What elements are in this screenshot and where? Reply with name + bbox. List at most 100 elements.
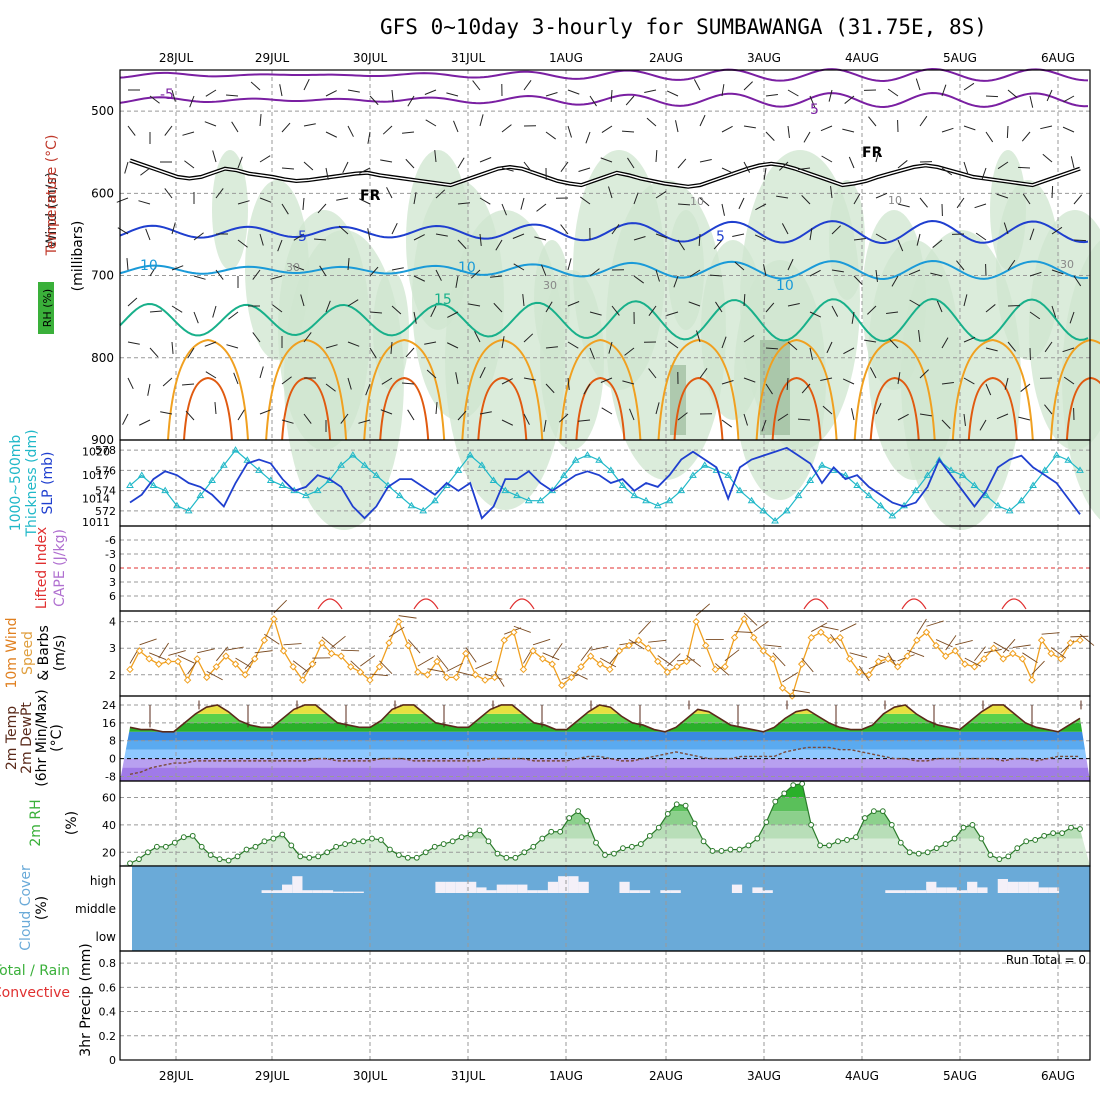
temp-contour-5 [119, 220, 1089, 244]
wind-speed-line [129, 617, 1081, 698]
thickness-point [630, 491, 639, 499]
wind-barb [436, 655, 449, 670]
wind-barb [666, 311, 679, 316]
rh-legend-swatch [38, 282, 54, 334]
wind-barb [252, 332, 261, 343]
wind-barb [1007, 259, 1016, 271]
rh-point [1077, 826, 1083, 832]
wind-barb [1003, 222, 1009, 235]
wind-barb [127, 377, 134, 390]
wind-barb [1051, 305, 1057, 318]
wind-barb [212, 150, 217, 163]
wind-barb [1029, 95, 1034, 108]
wind-barb [831, 305, 839, 317]
wind-barb [127, 297, 138, 307]
wind-barb [801, 383, 811, 394]
wind-speed-point [1028, 676, 1036, 684]
wind-barb [1051, 226, 1063, 235]
wind-barb [713, 239, 723, 250]
thickness-point [513, 491, 521, 499]
contour-label: 5 [298, 229, 307, 245]
wind-barb [985, 304, 996, 313]
wind-barb [822, 405, 833, 415]
wind-barb [677, 412, 688, 421]
slp-tick-label: 1020 [82, 446, 110, 459]
wind-speed-point [606, 665, 614, 674]
rh-point [422, 849, 429, 856]
rh-point [906, 849, 913, 856]
high-cloud-bar [568, 876, 579, 893]
wind-barb [149, 95, 160, 104]
wind-barb [259, 409, 272, 415]
wind-barb [149, 347, 159, 358]
wind-barb [621, 130, 635, 133]
high-cloud-bar [905, 890, 916, 893]
thickness-point [126, 481, 134, 489]
contour-label: 10 [458, 260, 476, 276]
thickness-point [876, 501, 885, 509]
rh-point [673, 801, 680, 808]
wind-barb [667, 653, 681, 667]
dewpoint-line [129, 746, 1080, 775]
bottom-day-axis: 28JUL 29JUL 30JUL 31JUL 1AUG 2AUG 3AUG 4AUG 5AUG… [159, 1069, 1075, 1083]
rh-point [790, 782, 797, 789]
rh-point [378, 837, 384, 843]
wind-speed-point [135, 647, 144, 655]
wind-barb [721, 203, 725, 216]
wind-barb [826, 341, 833, 354]
thickness-point [489, 476, 498, 483]
wind-barb [147, 383, 151, 396]
wind-barb [171, 222, 176, 235]
wind-barb [543, 419, 547, 432]
wind-barb [545, 383, 555, 394]
rh-point [978, 835, 985, 842]
wind-barb [611, 305, 620, 316]
contour-label: -5 [160, 87, 174, 103]
cloud-background [132, 866, 1090, 951]
rh-point [333, 843, 340, 850]
wind-barb [127, 341, 140, 345]
rh-point [153, 843, 160, 850]
wind-barb [868, 661, 886, 670]
wind-barb [171, 89, 176, 102]
wind-barb [470, 269, 481, 279]
rh-point [440, 841, 447, 847]
panel-frame [119, 610, 1091, 697]
lifted-index-bump [509, 598, 535, 610]
wind-barb [688, 301, 701, 307]
wind-barb [405, 347, 415, 358]
wind-speed-point [222, 652, 230, 660]
cape-title: CAPE (J/kg) [52, 529, 68, 607]
wind-barb [655, 269, 660, 282]
wind-barb [193, 232, 204, 241]
wind-barb [765, 347, 779, 350]
wind-barb [753, 620, 769, 632]
wind-speed-point [193, 655, 201, 663]
wind-barb [465, 647, 477, 663]
wind-barb [667, 340, 679, 349]
thickness-point [1052, 451, 1061, 458]
wind-barb [513, 263, 525, 271]
wind-barb [501, 203, 507, 216]
top-day-axis: 28JUL 29JUL 30JUL 31JUL 1AUG 2AUG 3AUG 4AUG 5AUG… [159, 51, 1075, 65]
temp-bands [120, 704, 1090, 781]
temp-contour-minus10 [119, 68, 1089, 82]
precip-tick-label: 0 [109, 1054, 116, 1067]
wind-speed-point [845, 655, 854, 663]
wind-barb [625, 95, 635, 106]
high-cloud-bar [271, 890, 283, 893]
wind-speed-point [1076, 636, 1084, 644]
wind-barb [303, 161, 314, 171]
contour-label: 30 [286, 261, 300, 274]
wind-barb [235, 657, 252, 668]
wind-barb [787, 258, 794, 271]
wind-barb [358, 419, 371, 424]
wind-barb [918, 330, 921, 343]
wind-barb [853, 193, 861, 205]
wind-barb [963, 294, 968, 307]
wind-barb [523, 161, 532, 172]
wind-speed-point [356, 668, 365, 676]
wind-barb [536, 203, 547, 212]
wind-barb [709, 274, 723, 277]
rh-tick-label: 20 [102, 846, 116, 859]
